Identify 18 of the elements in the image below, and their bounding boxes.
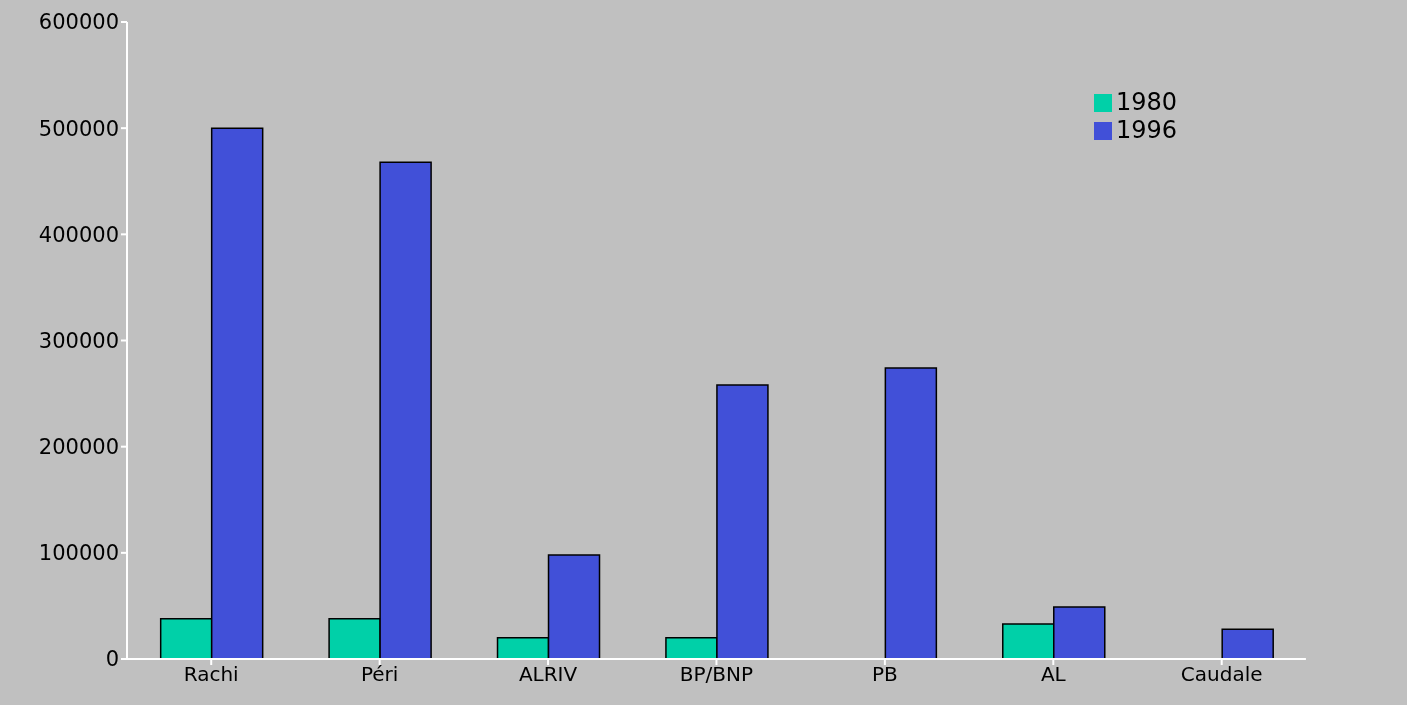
y-tick-label: 500000: [38, 116, 119, 141]
legend-label: 1980: [1115, 88, 1177, 116]
y-tick-label: 600000: [38, 10, 119, 35]
y-tick-label: 300000: [38, 328, 119, 353]
x-tick-label: BP/BNP: [679, 662, 754, 687]
x-tick-label: AL: [1040, 662, 1067, 687]
y-tick-label: 0: [105, 647, 119, 672]
x-tick-label: Péri: [360, 662, 399, 687]
bar: [884, 367, 938, 659]
bar: [1221, 628, 1274, 659]
y-tick-label: 100000: [38, 541, 119, 566]
y-tick-label: 200000: [38, 435, 119, 460]
x-tick-label: Caudale: [1180, 662, 1263, 687]
x-tick-label: ALRIV: [518, 662, 578, 687]
y-tick-label: 400000: [38, 222, 119, 247]
x-tick-label: PB: [871, 662, 898, 687]
x-tick-label: Rachi: [183, 662, 239, 687]
legend-label: 1996: [1115, 116, 1177, 144]
